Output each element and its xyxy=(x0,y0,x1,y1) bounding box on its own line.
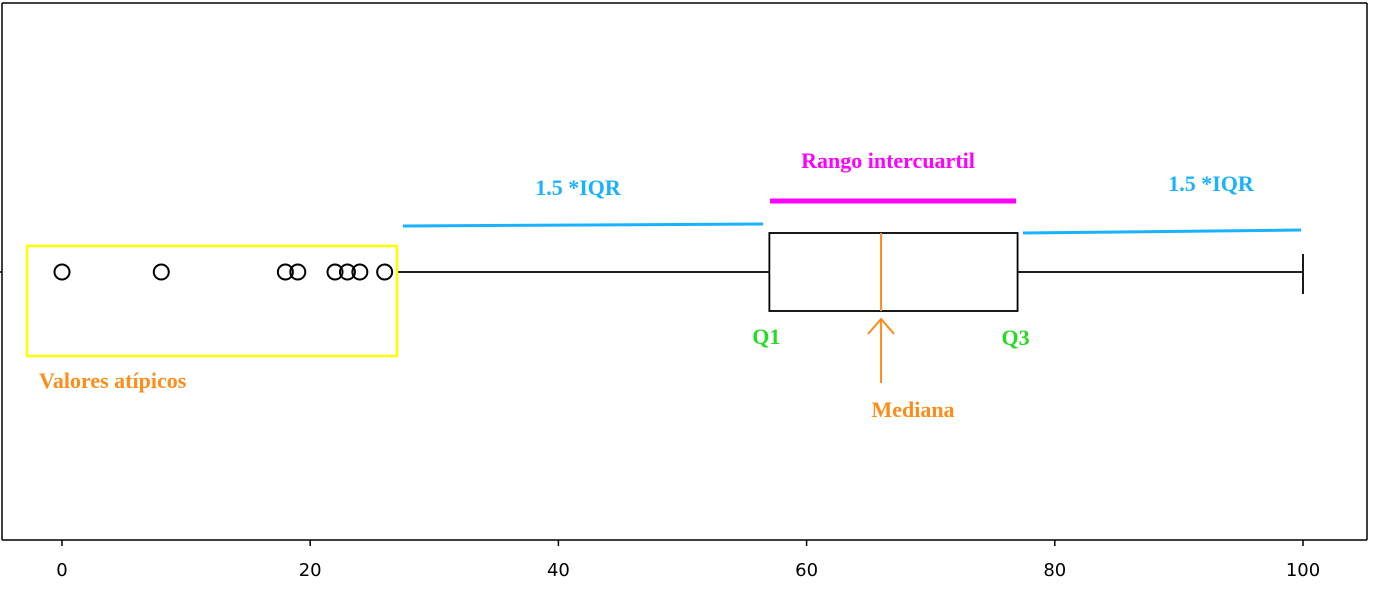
outlier-point xyxy=(53,263,71,281)
median-label: Mediana xyxy=(871,397,954,422)
x-tick-label: 20 xyxy=(299,560,322,581)
median-arrow-head xyxy=(867,317,895,335)
outlier-point xyxy=(338,263,356,281)
q3-label: Q3 xyxy=(1002,325,1030,350)
outlier-highlight-box xyxy=(25,244,399,358)
median-arrow xyxy=(867,317,895,383)
outlier-point xyxy=(376,263,394,281)
iqr-left-label: 1.5 *IQR xyxy=(535,175,622,200)
x-tick-label: 80 xyxy=(1043,560,1066,581)
iqr-right-span-line xyxy=(1022,228,1302,235)
outlier-points xyxy=(53,263,394,281)
iqr-box xyxy=(768,232,1019,312)
box-plot xyxy=(396,232,1304,312)
x-tick-label: 0 xyxy=(56,560,67,581)
x-tick-label: 60 xyxy=(795,560,818,581)
outlier-point xyxy=(276,263,294,281)
iqr-right-label: 1.5 *IQR xyxy=(1168,171,1255,196)
outliers-label: Valores atípicos xyxy=(39,368,187,393)
iqr-left-span-line xyxy=(402,222,764,228)
outlier-point xyxy=(326,263,344,281)
x-tick-label: 40 xyxy=(547,560,570,581)
iqr-label: Rango intercuartil xyxy=(801,148,975,173)
x-axis: 0 20 40 60 80 100 xyxy=(56,540,1320,581)
x-tick-label: 100 xyxy=(1286,560,1320,581)
outlier-point xyxy=(289,263,307,281)
q1-label: Q1 xyxy=(752,324,780,349)
outlier-point xyxy=(351,263,369,281)
outlier-point xyxy=(152,263,170,281)
